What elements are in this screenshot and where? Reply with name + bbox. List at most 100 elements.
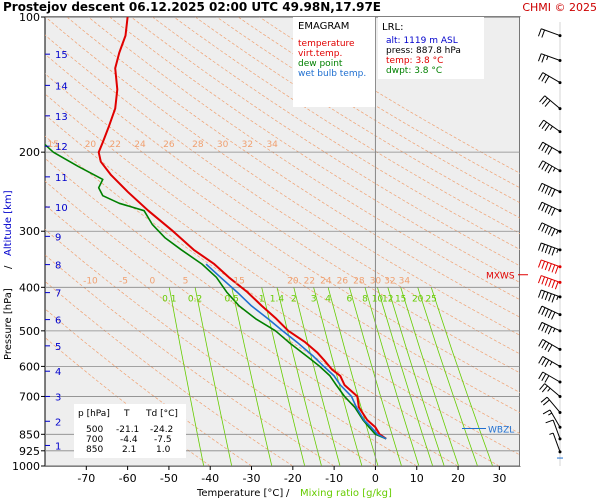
dry-adiabat-line [45, 53, 520, 374]
wind-barb [538, 141, 562, 155]
theta-label-upper: 32 [242, 140, 253, 150]
wbzl-label: WBZL [488, 425, 514, 435]
lrl-alt: alt: 1119 m ASL [386, 36, 458, 46]
series-temperature-line [97, 17, 387, 440]
wind-barb [538, 201, 562, 216]
series-dew-point-line [45, 143, 387, 440]
x-tick-label: 30 [492, 472, 506, 485]
mixing-ratio-label: 12 [382, 294, 393, 304]
dry-adiabat-line [88, 17, 520, 301]
altitude-tick-label: 2 [55, 417, 61, 428]
x-tick-label: -20 [284, 472, 302, 485]
dry-adiabat-line [45, 180, 459, 466]
x-tick-label: -10 [325, 472, 343, 485]
wind-barb [540, 396, 562, 414]
x-tick-label: 20 [451, 472, 465, 485]
altitude-tick-label: 12 [55, 142, 68, 153]
mixing-ratio-label: 10 [372, 294, 384, 304]
lrl-dwpt: dwpt: 3.8 °C [386, 66, 442, 76]
theta-label-upper: 20 [85, 140, 97, 150]
y-axis-title-secondary: Altitude [km] [3, 190, 14, 256]
mixing-ratio-label: 2 [291, 294, 297, 304]
theta-label-lower: 24 [320, 276, 332, 286]
mixing-ratio-label: 25 [425, 294, 436, 304]
x-tick-label: -40 [201, 472, 219, 485]
wind-barb [545, 419, 562, 441]
x-axis-title: Temperature [°C] [196, 488, 283, 499]
mixing-ratio-label: 8 [362, 294, 368, 304]
wind-barb [538, 182, 562, 197]
y-tick-label: 500 [19, 325, 40, 338]
y-tick-label: 700 [19, 390, 40, 403]
altitude-tick-label: 14 [55, 81, 68, 92]
altitude-tick-label: 5 [55, 342, 61, 353]
wind-barb [538, 321, 562, 335]
table-header-td: Td [°C] [145, 409, 178, 419]
lrl-title: LRL: [382, 22, 403, 33]
table-row-500-p: 500 [86, 425, 103, 435]
theta-label-lower: 26 [337, 276, 349, 286]
theta-label-lower: 20 [287, 276, 299, 286]
y-axis-title: Pressure [hPa] [3, 288, 14, 360]
dry-adiabat-line [45, 204, 417, 466]
x-tick-label: 0 [372, 472, 379, 485]
altitude-tick-label: 10 [55, 203, 68, 214]
theta-label-lower: 28 [353, 276, 365, 286]
theta-label-lower: 0 [150, 276, 156, 286]
table-row-850-p: 850 [86, 445, 103, 455]
dry-adiabat-line [45, 73, 520, 393]
wind-barb [538, 338, 562, 353]
table-header-p: p [hPa] [78, 409, 110, 419]
theta-label-lower: 5 [183, 276, 189, 286]
dry-adiabat-line [45, 17, 520, 336]
mixing-ratio-label: 6 [347, 294, 353, 304]
y-axis-title-separator: / [3, 265, 14, 269]
series-wet-bulb-temp--line [205, 263, 387, 440]
wind-barb [538, 371, 562, 384]
altitude-tick-label: 3 [55, 392, 61, 403]
theta-label-lower: 22 [304, 276, 315, 286]
altitude-tick-label: 15 [55, 50, 68, 61]
credit-text: CHMI © 2025 [522, 1, 597, 14]
table-row-700-p: 700 [86, 435, 103, 445]
y-tick-label: 100 [19, 11, 40, 24]
mixing-ratio-label: 1 [259, 294, 265, 304]
summary-table [74, 404, 186, 458]
theta-label-upper: 34 [266, 140, 278, 150]
wind-barb [538, 242, 562, 256]
mixing-ratio-label: 3 [311, 294, 317, 304]
y-tick-label: 600 [19, 360, 40, 373]
lrl-temp: temp: 3.8 °C [386, 56, 443, 66]
theta-label-upper: 30 [217, 140, 229, 150]
table-row-850-td: 1.0 [156, 445, 171, 455]
table-header-t: T [123, 409, 130, 419]
x-tick-label: 10 [410, 472, 424, 485]
table-row-850-t: 2.1 [122, 445, 136, 455]
theta-label-lower: 32 [384, 276, 395, 286]
altitude-tick-label: 9 [55, 232, 61, 243]
mixing-ratio-label: 0.1 [162, 294, 176, 304]
y-tick-label: 1000 [12, 460, 40, 473]
altitude-tick-label: 1 [55, 441, 61, 452]
x-tick-label: -50 [160, 472, 178, 485]
theta-label-upper: 24 [134, 140, 146, 150]
table-row-500-t: -21.1 [116, 425, 139, 435]
wind-barb [538, 305, 562, 320]
altitude-tick-label: 13 [55, 112, 68, 123]
theta-label-lower: -5 [119, 276, 128, 286]
altitude-tick-label: 8 [55, 261, 61, 272]
wind-barb [538, 53, 562, 63]
altitude-tick-label: 11 [55, 173, 68, 184]
theta-label-lower: 15 [233, 276, 244, 286]
table-row-700-td: -7.5 [154, 435, 172, 445]
mixing-ratio-label: 4 [325, 294, 331, 304]
altitude-tick-label: 4 [55, 367, 61, 378]
x-tick-label: -60 [119, 472, 137, 485]
lrl-press: press: 887.8 hPa [386, 46, 461, 56]
wind-barb [538, 160, 562, 174]
dry-adiabat-line [45, 280, 293, 466]
theta-label-upper: 28 [192, 140, 204, 150]
y-tick-label: 850 [19, 428, 40, 441]
table-row-500-td: -24.2 [150, 425, 173, 435]
legend-item-wet-bulb: wet bulb temp. [298, 69, 366, 79]
